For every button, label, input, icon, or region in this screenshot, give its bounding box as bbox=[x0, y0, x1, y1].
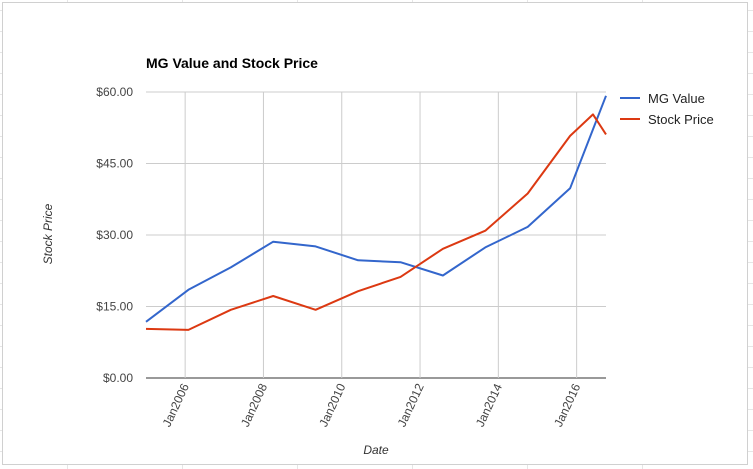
chart-title: MG Value and Stock Price bbox=[146, 55, 318, 71]
legend: MG Value Stock Price bbox=[620, 91, 714, 127]
x-axis-ticks: Jan2006 Jan2008 Jan2010 Jan2012 Jan2014 Jan20… bbox=[160, 381, 584, 429]
legend-label: Stock Price bbox=[648, 112, 714, 127]
gridlines bbox=[146, 91, 606, 379]
y-tick-label: $45.00 bbox=[96, 157, 133, 171]
y-tick-label: $15.00 bbox=[96, 300, 133, 314]
chart-container[interactable] bbox=[2, 2, 748, 465]
x-tick-label: Jan2010 bbox=[316, 381, 348, 429]
y-tick-label: $0.00 bbox=[103, 371, 133, 385]
legend-label: MG Value bbox=[648, 91, 705, 106]
y-tick-label: $60.00 bbox=[96, 85, 133, 99]
x-tick-label: Jan2006 bbox=[160, 381, 192, 429]
x-tick-label: Jan2016 bbox=[551, 381, 583, 429]
x-axis-label: Date bbox=[363, 443, 389, 457]
series-lines bbox=[145, 95, 607, 331]
y-tick-label: $30.00 bbox=[96, 228, 133, 242]
x-tick-label: Jan2012 bbox=[395, 381, 427, 429]
series-line-mg-value bbox=[145, 95, 607, 323]
x-tick-label: Jan2014 bbox=[473, 381, 505, 429]
y-axis-ticks: $0.00 $15.00 $30.00 $45.00 $60.00 bbox=[96, 85, 133, 385]
series-line-stock-price bbox=[145, 113, 607, 331]
x-tick-label: Jan2008 bbox=[238, 381, 270, 429]
y-axis-label: Stock Price bbox=[41, 203, 55, 264]
